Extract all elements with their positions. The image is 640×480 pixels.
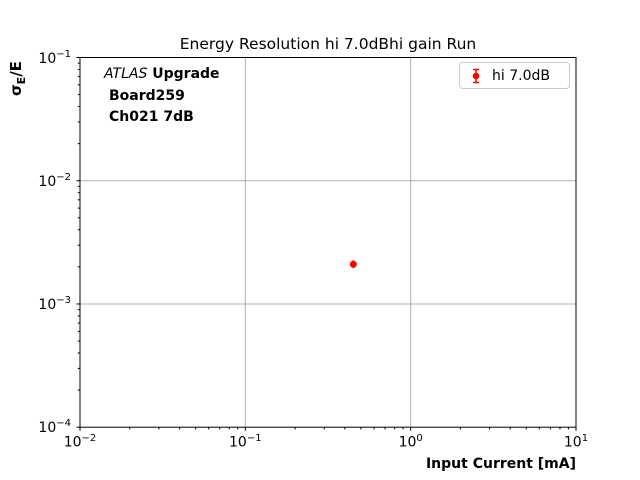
annotation-line-3: Ch021 7dB [109,109,194,125]
annotation-line-2: Board259 [109,87,185,104]
annotation-line-1: ATLAS Upgrade [104,64,220,86]
legend-errorbar-marker-icon [472,68,480,83]
y-axis-label: σE/E [7,61,28,96]
y-tick-label-1e-3: 10−3 [38,295,71,314]
y-axis-label-sigma: σ [7,84,25,96]
y-tick-label-1e-1: 10−1 [38,48,71,67]
x-tick-label-1e-2: 10−2 [63,433,97,451]
y-axis-label-subscript: E [15,76,28,85]
chart-title: Energy Resolution hi 7.0dBhi gain Run [179,35,477,53]
annotation-upgrade: Upgrade [147,66,220,82]
x-axis-label: Input Current [mA] [425,456,576,472]
legend-box: hi 7.0dB [459,62,570,89]
data-point [349,260,357,268]
x-tick-label-1e-1: 10−1 [229,433,262,451]
y-tick-label-1e-2: 10−2 [38,171,71,190]
legend-entry-label: hi 7.0dB [492,67,550,84]
y-axis-label-suffix: /E [7,61,25,77]
annotation-block: ATLAS Upgrade Board259 Ch021 7dB [104,64,220,129]
x-tick-label-1e1: 101 [563,433,589,451]
y-tick-label-1e-4: 10−4 [38,418,71,437]
x-tick-label-1e0: 100 [398,433,423,451]
annotation-experiment: ATLAS [104,66,148,82]
